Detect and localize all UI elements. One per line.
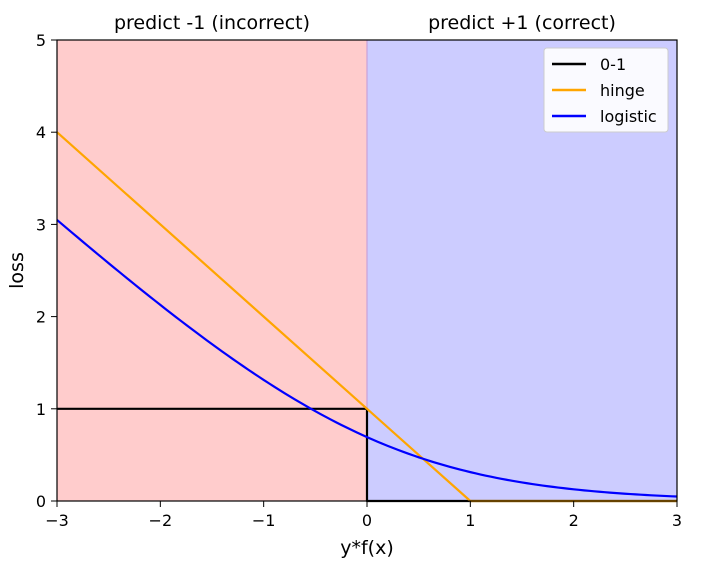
y-tick-label: 5 [36,31,46,50]
y-tick-label: 0 [36,492,46,511]
y-axis-ticks: 0 1 2 3 4 5 [36,31,57,511]
x-tick-label: −2 [149,511,173,530]
legend-logistic-label: logistic [600,107,657,126]
y-tick-label: 1 [36,400,46,419]
x-tick-label: 3 [672,511,682,530]
region-1-title: predict +1 (correct) [428,12,616,34]
x-tick-label: 2 [569,511,579,530]
y-tick-label: 3 [36,215,46,234]
x-axis-label: y*f(x) [340,537,394,559]
x-tick-label: −3 [45,511,69,530]
y-tick-label: 2 [36,308,46,327]
legend: 0-1 hinge logistic [543,47,669,133]
x-tick-label: 0 [362,511,372,530]
region-0-title: predict -1 (incorrect) [114,12,310,34]
y-axis-label: loss [6,252,28,289]
x-axis-ticks: −3 −2 −1 0 1 2 3 [45,501,682,530]
region-titles: predict -1 (incorrect) predict +1 (correc… [114,12,616,34]
legend-0-1-label: 0-1 [600,55,626,74]
legend-hinge-label: hinge [600,81,645,100]
x-tick-label: 1 [465,511,475,530]
series-logistic-line [56,219,678,498]
x-tick-label: −1 [252,511,276,530]
y-tick-label: 4 [36,123,46,142]
legend-box [543,47,669,133]
